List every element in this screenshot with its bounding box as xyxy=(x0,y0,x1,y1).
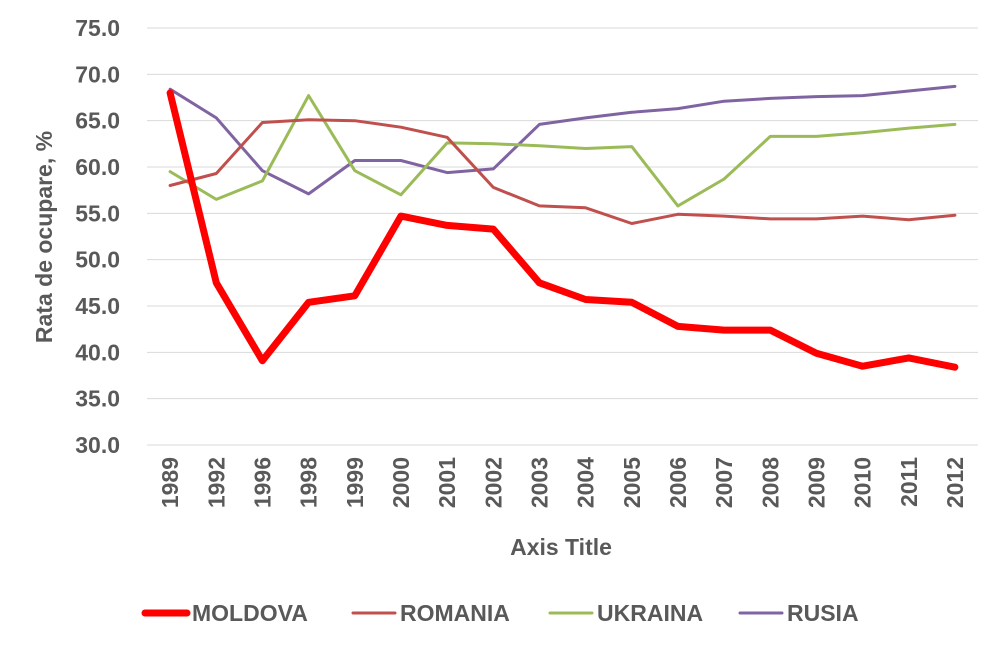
x-tick-label: 2012 xyxy=(942,457,968,508)
x-tick-label: 1989 xyxy=(157,457,183,508)
x-tick-label: 2003 xyxy=(526,457,552,508)
series-line-romania xyxy=(168,118,957,225)
y-tick-label: 30.0 xyxy=(75,432,120,458)
legend-label-romania: ROMANIA xyxy=(400,600,510,626)
series-line-moldova xyxy=(166,89,959,371)
x-tick-label: 2006 xyxy=(665,457,691,508)
x-tick-label: 2000 xyxy=(388,457,414,508)
x-tick-label: 2010 xyxy=(850,457,876,508)
x-tick-label: 2007 xyxy=(711,457,737,508)
legend-label-moldova: MOLDOVA xyxy=(192,600,308,626)
y-tick-label: 40.0 xyxy=(75,339,120,365)
gridlines xyxy=(147,27,978,446)
series-line-ukraina xyxy=(168,94,957,208)
series-line-rusia xyxy=(168,84,957,196)
y-tick-label: 70.0 xyxy=(75,61,120,87)
x-tick-label: 2005 xyxy=(619,457,645,508)
y-tick-label: 65.0 xyxy=(75,108,120,134)
x-tick-label: 2009 xyxy=(803,457,829,508)
x-tick-label: 2011 xyxy=(896,457,922,507)
y-tick-label: 55.0 xyxy=(75,200,120,226)
x-tick-label: 2002 xyxy=(480,457,506,508)
x-tick-label: 1999 xyxy=(342,457,368,508)
y-axis-ticks: 30.0 35.0 40.0 45.0 50.0 55.0 60.0 65.0 70.0 75.0 xyxy=(75,15,120,458)
y-tick-label: 60.0 xyxy=(75,154,120,180)
x-tick-label: 1996 xyxy=(249,457,275,508)
y-tick-label: 50.0 xyxy=(75,247,120,273)
y-axis-title: Rata de ocupare, % xyxy=(31,131,57,343)
legend-label-ukraina: UKRAINA xyxy=(597,600,703,626)
x-axis-ticks: 1989 1992 1996 1998 1999 2000 2001 2002 2003 2004… xyxy=(157,457,968,508)
y-tick-label: 45.0 xyxy=(75,293,120,319)
x-tick-label: 2004 xyxy=(573,457,599,508)
y-tick-label: 75.0 xyxy=(75,15,120,41)
legend-label-rusia: RUSIA xyxy=(787,600,859,626)
x-tick-label: 1992 xyxy=(203,457,229,508)
x-axis-title: Axis Title xyxy=(510,534,612,560)
x-tick-label: 2001 xyxy=(434,457,460,508)
legend: MOLDOVA ROMANIA UKRAINA RUSIA xyxy=(141,600,859,626)
x-tick-label: 1998 xyxy=(296,457,322,508)
series-lines xyxy=(166,84,959,371)
y-tick-label: 35.0 xyxy=(75,386,120,412)
x-tick-label: 2008 xyxy=(757,457,783,508)
